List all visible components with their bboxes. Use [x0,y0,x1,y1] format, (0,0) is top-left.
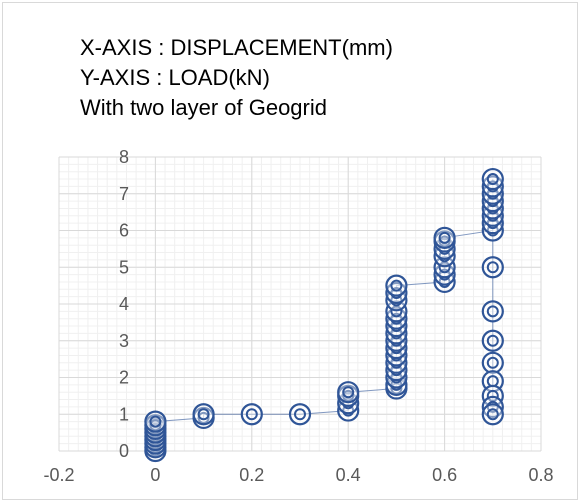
y-tick-label: 7 [119,184,129,204]
data-point-outer-ring [481,403,504,426]
chart-title-block: X-AXIS : DISPLACEMENT(mm) Y-AXIS : LOAD(… [80,33,393,123]
data-point-inner-ring [486,173,499,186]
y-tick-label: 5 [119,257,129,277]
y-tick-label: 2 [119,368,129,388]
y-tick-label: 3 [119,331,129,351]
data-point-inner-ring [486,305,499,318]
data-point [337,381,360,404]
data-point [481,403,504,426]
data-point-inner-ring [486,408,499,421]
data-point [481,167,504,191]
data-point-inner-ring [197,408,210,421]
data-point-inner-ring [438,231,451,244]
data-point [144,410,167,433]
data-point [481,300,504,323]
y-axis-ticks: 0 1 2 3 4 5 6 7 8 [119,147,129,461]
y-tick-label: 4 [119,294,129,314]
data-point-outer-ring [481,351,504,374]
data-point-outer-ring [481,167,504,191]
data-point-inner-ring [197,411,210,424]
data-point-inner-ring [438,235,451,248]
data-point-inner-ring [390,312,403,325]
data-point-inner-ring [486,389,499,402]
data-point-inner-ring [390,286,403,299]
data-point-outer-ring [192,403,215,426]
data-point-inner-ring [438,268,451,281]
data-point [481,329,504,352]
data-point-inner-ring [342,389,355,402]
data-point [433,226,456,249]
data-point-inner-ring [390,279,403,292]
data-point-outer-ring [337,381,360,404]
x-tick-label: 0.4 [336,465,361,485]
chart-title-line-3: With two layer of Geogrid [80,95,327,120]
data-point-outer-ring [481,256,504,279]
data-point-inner-ring [486,180,499,193]
data-point-outer-ring [385,274,408,297]
y-tick-label: 0 [119,441,129,461]
series-line [154,179,494,451]
data-point-inner-ring [438,242,451,255]
data-point-outer-ring [240,403,263,426]
data-point-inner-ring [390,305,403,318]
data-point [385,274,408,297]
data-point-inner-ring [149,422,162,435]
data-point [192,403,215,426]
series-connector [154,179,494,451]
data-point-inner-ring [486,356,499,369]
y-tick-label: 6 [119,221,129,241]
x-tick-label: 0 [150,465,160,485]
data-point [481,256,504,279]
chart-title-line-2: Y-AXIS : LOAD(kN) [80,65,270,90]
data-point-inner-ring [342,397,355,410]
data-point [481,351,504,374]
data-point-inner-ring [149,419,162,432]
data-point-inner-ring [486,400,499,413]
data-point-inner-ring [245,408,258,421]
data-point-outer-ring [481,300,504,323]
data-point-inner-ring [486,261,499,274]
data-point-outer-ring [144,410,167,433]
data-point [240,403,263,426]
data-point-inner-ring [294,408,306,421]
data-point-inner-ring [149,426,162,439]
data-point [288,403,312,426]
data-point-outer-ring [481,329,504,352]
y-tick-label: 1 [119,404,129,424]
data-point-outer-ring [433,226,456,249]
data-point-inner-ring [149,415,162,428]
data-point-inner-ring [486,334,499,347]
data-point-inner-ring [342,386,355,399]
x-tick-label: 0.8 [528,465,553,485]
x-tick-label: -0.2 [43,465,74,485]
chart-title-line-1: X-AXIS : DISPLACEMENT(mm) [80,35,393,60]
y-tick-label: 8 [119,147,129,167]
x-axis-ticks: -0.2 0 0.2 0.4 0.6 0.8 [43,465,553,485]
data-markers [144,167,504,463]
major-gridlines [58,156,542,452]
x-tick-label: 0.6 [432,465,457,485]
data-point-inner-ring [390,382,403,395]
x-tick-label: 0.2 [239,465,264,485]
data-point-outer-ring [288,403,312,426]
data-point-inner-ring [438,261,451,274]
